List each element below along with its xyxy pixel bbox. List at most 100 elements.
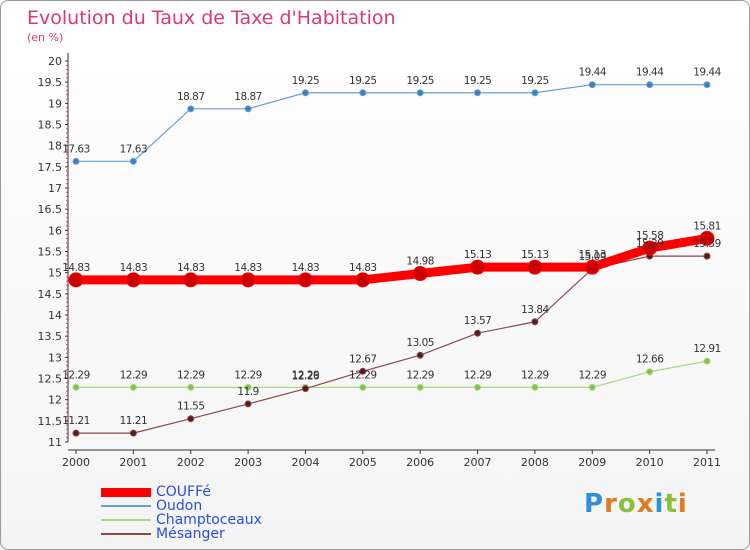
x-tick-label: 2007 (464, 456, 492, 469)
data-label: 12.66 (636, 354, 664, 366)
data-label: 19.25 (464, 75, 492, 87)
y-tick-label: 13 (48, 351, 62, 364)
series-point (359, 367, 367, 375)
series-point (474, 329, 482, 337)
data-label: 12.67 (349, 353, 377, 365)
series-point (187, 415, 195, 423)
series-point (531, 318, 539, 326)
series-point (72, 383, 80, 391)
series-point (301, 385, 309, 393)
data-label: 13.57 (464, 315, 492, 327)
series-point (297, 272, 313, 288)
series-point (125, 272, 141, 288)
series-point (531, 383, 539, 391)
data-label: 15.58 (636, 230, 664, 242)
legend-label: COUFFé (156, 484, 211, 500)
series-point (129, 383, 137, 391)
data-label: 15.13 (464, 249, 492, 261)
chart-title: Evolution du Taux de Taxe d'Habitation (27, 7, 396, 29)
x-tick-label: 2006 (406, 456, 434, 469)
data-label: 15.13 (521, 249, 549, 261)
legend-label: Oudon (156, 498, 203, 514)
series-point (68, 272, 84, 288)
legend-swatch (101, 533, 151, 535)
data-label: 19.25 (292, 75, 320, 87)
series-point (416, 351, 424, 359)
data-label: 14.83 (62, 262, 90, 274)
data-label: 12.29 (406, 369, 434, 381)
series-line-champtoceaux (76, 360, 708, 388)
data-label: 18.87 (177, 91, 205, 103)
logo-letter: t (664, 489, 678, 519)
data-label: 12.29 (521, 369, 549, 381)
x-tick-label: 2005 (349, 456, 377, 469)
series-point (412, 266, 428, 282)
data-label: 19.25 (521, 75, 549, 87)
data-label: 13.05 (406, 337, 434, 349)
series-line-couffé (76, 233, 708, 285)
series-point (355, 272, 371, 288)
series-point (244, 400, 252, 408)
y-tick-label: 14 (48, 309, 62, 322)
data-label: 12.29 (62, 369, 90, 381)
x-tick-label: 2004 (291, 456, 319, 469)
data-label: 12.26 (292, 371, 320, 383)
series-point (646, 81, 654, 89)
logo-letter: i (654, 489, 665, 519)
x-tick-label: 2003 (234, 456, 262, 469)
x-tick-label: 2010 (636, 456, 664, 469)
y-tick-label: 18.5 (38, 119, 63, 132)
y-tick-label: 16 (48, 224, 62, 237)
legend-swatch (101, 505, 151, 507)
series-point (531, 89, 539, 97)
series-point (470, 259, 486, 275)
y-tick-label: 18 (48, 140, 62, 153)
legend-label: Champtoceaux (156, 512, 262, 528)
data-label: 14.83 (292, 262, 320, 274)
logo-letter: o (617, 489, 637, 519)
series-point (703, 357, 711, 365)
data-label: 15.81 (693, 220, 721, 232)
data-label: 14.83 (349, 262, 377, 274)
data-label: 11.21 (120, 415, 148, 427)
series-point (527, 259, 543, 275)
data-label: 12.29 (349, 369, 377, 381)
series-point (129, 157, 137, 165)
y-tick-label: 13.5 (38, 330, 63, 343)
data-label: 15.13 (578, 249, 606, 261)
data-label: 12.29 (292, 369, 320, 381)
series-point (187, 105, 195, 113)
data-label: 12.29 (578, 369, 606, 381)
data-label: 12.29 (120, 369, 148, 381)
series-point (301, 89, 309, 97)
series-point (72, 157, 80, 165)
series-point (703, 81, 711, 89)
y-tick-label: 12 (48, 394, 62, 407)
series-point (129, 429, 137, 437)
data-label: 12.29 (177, 369, 205, 381)
legend-swatch (101, 487, 151, 497)
data-label: 11.21 (62, 415, 90, 427)
series-point (703, 252, 711, 260)
y-tick-label: 11.5 (38, 415, 63, 428)
data-label: 17.63 (62, 143, 90, 155)
series-point (646, 368, 654, 376)
y-tick-label: 19.5 (38, 76, 63, 89)
series-point (416, 383, 424, 391)
series-point (474, 383, 482, 391)
data-label: 14.83 (177, 262, 205, 274)
series-point (642, 240, 658, 256)
series-point (359, 383, 367, 391)
data-label: 13.84 (521, 304, 549, 316)
y-tick-label: 19 (48, 97, 62, 110)
data-label: 14.83 (234, 262, 262, 274)
data-label: 15.39 (636, 238, 664, 250)
series-point (72, 429, 80, 437)
x-tick-label: 2011 (693, 456, 721, 469)
x-tick-label: 2000 (62, 456, 90, 469)
logo-letter: r (604, 489, 618, 519)
x-tick-label: 2009 (578, 456, 606, 469)
data-label: 18.87 (234, 91, 262, 103)
series-line-oudon (76, 84, 707, 162)
